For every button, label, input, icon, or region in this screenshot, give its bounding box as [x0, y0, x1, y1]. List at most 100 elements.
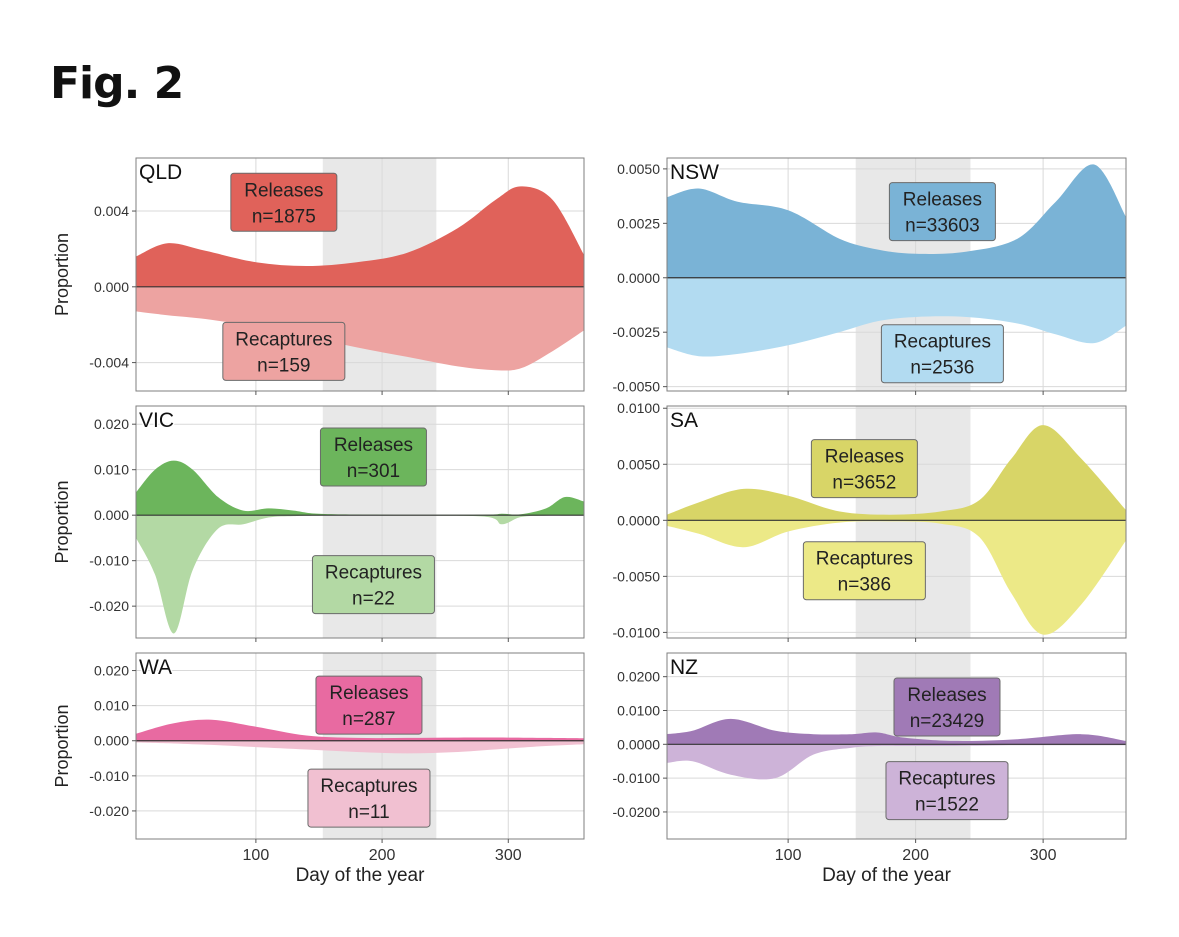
- label-box: [311, 555, 435, 615]
- y-tick-label: 0.000: [94, 733, 129, 749]
- panel-nsw: -0.0050 -0.0025 0.0000 0.0025 0.0050 NSW Relea…: [613, 157, 1127, 395]
- series-name: Releases: [334, 435, 413, 456]
- releases-area-nz: [667, 718, 1126, 745]
- y-tick-label: 0.0000: [617, 270, 660, 286]
- y-tick-label: 0.0200: [617, 669, 660, 685]
- y-tick-label: 0.0000: [617, 512, 660, 528]
- y-tick-label: 0.0025: [617, 215, 660, 231]
- releases-area-qld: [136, 186, 584, 287]
- panel-wa: -0.020 -0.010 0.000 0.010 0.020 100 200 300 WA Re…: [52, 652, 585, 886]
- recaptures-area-wa: [136, 740, 584, 754]
- x-tick-label: 100: [243, 847, 270, 864]
- series-name: Releases: [329, 683, 408, 704]
- recaptures-area-vic: [136, 515, 584, 634]
- x-tick-label: 200: [902, 847, 929, 864]
- y-tick-label: -0.0100: [613, 624, 661, 640]
- label-box: [230, 172, 338, 232]
- recaptures-label-nz: Recaptures n=1522: [885, 761, 1009, 821]
- y-tick-label: 0.010: [94, 698, 129, 714]
- label-box: [888, 182, 996, 242]
- releases-label-nsw: Releases n=33603: [888, 182, 996, 242]
- series-count: n=23429: [910, 711, 985, 732]
- y-tick-label: 0.0100: [617, 400, 660, 416]
- series-count: n=2536: [910, 358, 974, 379]
- recaptures-label-wa: Recaptures n=11: [307, 768, 431, 828]
- y-tick-label: -0.004: [89, 355, 129, 371]
- releases-area-sa: [667, 425, 1126, 521]
- recaptures-area-nz: [667, 744, 1126, 780]
- label-box: [880, 324, 1004, 384]
- recaptures-label-vic: Recaptures n=22: [311, 555, 435, 615]
- series-count: n=287: [342, 709, 395, 730]
- series-count: n=386: [838, 575, 891, 596]
- label-box: [885, 761, 1009, 821]
- y-tick-label: 0.000: [94, 507, 129, 523]
- y-tick-label: 0.020: [94, 663, 129, 679]
- panel-frame: [135, 405, 585, 639]
- series-count: n=11: [348, 802, 389, 823]
- y-tick-label: 0.010: [94, 462, 129, 478]
- series-name: Releases: [903, 190, 982, 211]
- recaptures-label-qld: Recaptures n=159: [222, 321, 346, 381]
- panel-frame: [135, 157, 585, 392]
- recaptures-label-nsw: Recaptures n=2536: [880, 324, 1004, 384]
- releases-area-nsw: [667, 164, 1126, 278]
- releases-label-sa: Releases n=3652: [810, 439, 918, 499]
- y-tick-label: 0.0050: [617, 456, 660, 472]
- panel-frame: [135, 652, 585, 840]
- series-name: Recaptures: [816, 549, 913, 570]
- y-tick-label: -0.0050: [613, 568, 661, 584]
- y-tick-label: -0.0050: [613, 379, 661, 395]
- panel-label: SA: [670, 409, 698, 432]
- panel-nz: -0.0200 -0.0100 0.0000 0.0100 0.0200 100 200 30…: [613, 652, 1127, 886]
- series-count: n=301: [347, 461, 400, 482]
- panel-label: NSW: [670, 161, 719, 184]
- series-count: n=1522: [915, 795, 979, 816]
- series-count: n=159: [257, 355, 310, 376]
- recaptures-area-qld: [136, 286, 584, 371]
- series-count: n=22: [352, 589, 395, 610]
- y-tick-label: -0.0200: [613, 804, 661, 820]
- y-tick-label: 0.004: [94, 203, 129, 219]
- series-name: Releases: [244, 180, 323, 201]
- y-axis-title: Proportion: [52, 480, 72, 563]
- y-tick-label: 0.0050: [617, 161, 660, 177]
- y-axis-title: Proportion: [52, 233, 72, 316]
- label-box: [319, 427, 427, 487]
- series-count: n=33603: [905, 216, 980, 237]
- y-tick-label: 0.0100: [617, 702, 660, 718]
- y-tick-label: -0.010: [89, 553, 129, 569]
- recaptures-area-nsw: [667, 277, 1126, 357]
- x-axis-title: Day of the year: [822, 865, 952, 886]
- label-box: [810, 439, 918, 499]
- label-box: [315, 675, 423, 735]
- releases-area-wa: [136, 719, 584, 741]
- x-axis-title: Day of the year: [296, 865, 426, 886]
- panel-label: NZ: [670, 656, 698, 679]
- y-tick-label: 0.0000: [617, 736, 660, 752]
- series-name: Recaptures: [320, 776, 417, 797]
- series-name: Recaptures: [898, 769, 995, 790]
- y-tick-label: 0.000: [94, 279, 129, 295]
- label-box: [802, 541, 926, 601]
- panel-frame: [666, 157, 1127, 392]
- panel-sa: -0.0100 -0.0050 0.0000 0.0050 0.0100 SA Releas…: [613, 400, 1127, 642]
- label-box: [222, 321, 346, 381]
- x-tick-label: 100: [775, 847, 802, 864]
- label-box: [307, 768, 431, 828]
- panel-frame: [666, 405, 1127, 639]
- recaptures-label-sa: Recaptures n=386: [802, 541, 926, 601]
- panel-vic: -0.020 -0.010 0.000 0.010 0.020 VIC Releases n=…: [52, 405, 585, 642]
- recaptures-area-sa: [667, 520, 1126, 635]
- releases-label-wa: Releases n=287: [315, 675, 423, 735]
- series-count: n=3652: [832, 473, 896, 494]
- x-tick-label: 200: [369, 847, 396, 864]
- releases-label-qld: Releases n=1875: [230, 172, 338, 232]
- panel-frame: [666, 652, 1127, 840]
- x-tick-label: 300: [495, 847, 522, 864]
- releases-area-vic: [136, 460, 584, 516]
- figure-title: Fig. 2: [50, 58, 184, 109]
- panel-qld: -0.004 0.000 0.004 QLD Releases n=1875 Recaptu…: [52, 157, 585, 395]
- x-tick-label: 300: [1030, 847, 1057, 864]
- series-name: Releases: [825, 447, 904, 468]
